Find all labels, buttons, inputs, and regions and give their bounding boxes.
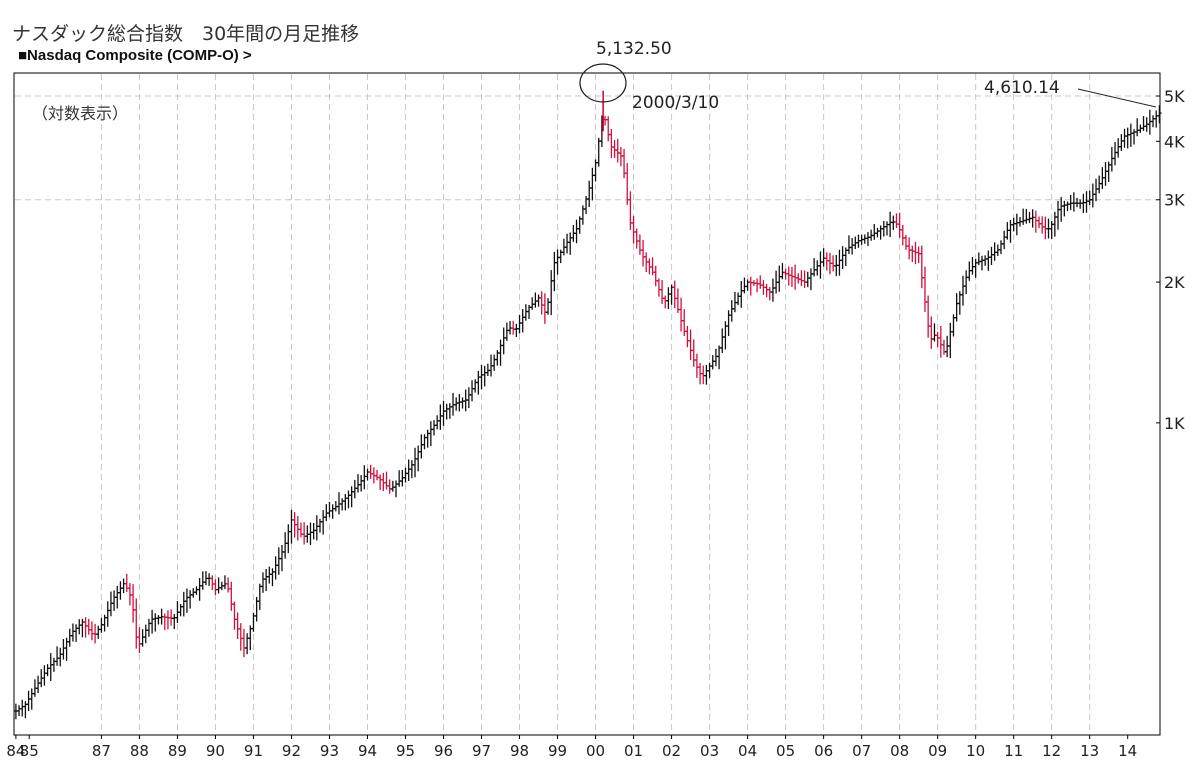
x-tick-label: 96: [434, 742, 453, 760]
y-axis: 1K 2K 3K 4K 5K: [1156, 87, 1185, 433]
peak-value-label: 5,132.50: [596, 39, 672, 59]
chart-subtitle[interactable]: ■Nasdaq Composite (COMP-O) >: [18, 47, 252, 64]
x-tick-label: 13: [1080, 742, 1099, 760]
x-tick-label: 12: [1042, 742, 1061, 760]
x-tick-label: 90: [206, 742, 225, 760]
x-tick-label: 97: [472, 742, 491, 760]
last-value-leader-line: [1077, 88, 1157, 108]
x-tick-label: 98: [510, 742, 529, 760]
last-value-label: 4,610.14: [984, 78, 1060, 98]
grid-layer: [15, 74, 1159, 734]
x-tick-label: 06: [814, 742, 833, 760]
x-tick-label: 99: [548, 742, 567, 760]
x-tick-label: 10: [966, 742, 985, 760]
x-tick-label: 92: [282, 742, 301, 760]
y-tick-label: 3K: [1164, 191, 1185, 210]
peak-marker-circle: [579, 63, 627, 103]
x-tick-label: 87: [92, 742, 111, 760]
x-tick-label: 00: [586, 742, 605, 760]
x-tick-label: 14: [1118, 742, 1137, 760]
y-tick-label: 1K: [1164, 414, 1185, 433]
x-tick-label: 94: [358, 742, 377, 760]
x-tick-label: 03: [700, 742, 719, 760]
x-tick-label: 89: [168, 742, 187, 760]
y-tick-label: 4K: [1164, 132, 1185, 151]
plot-frame: [13, 72, 1161, 736]
candle-layer: [13, 90, 1162, 720]
x-tick-label: 04: [738, 742, 757, 760]
x-tick-label: 95: [396, 742, 415, 760]
x-tick-label: 91: [244, 742, 263, 760]
x-tick-label: 11: [1004, 742, 1023, 760]
peak-date-label: 2000/3/10: [632, 93, 719, 113]
x-tick-label: 85: [20, 742, 39, 760]
x-tick-label: 08: [890, 742, 909, 760]
y-tick-label: 2K: [1164, 273, 1185, 292]
x-tick-label: 09: [928, 742, 947, 760]
page-title: ナスダック総合指数 30年間の月足推移: [12, 22, 360, 45]
x-tick-label: 84: [6, 742, 25, 760]
x-tick-label: 01: [624, 742, 643, 760]
x-tick-label: 05: [776, 742, 795, 760]
x-tick-label: 93: [320, 742, 339, 760]
x-tick-label: 88: [130, 742, 149, 760]
x-tick-label: 07: [852, 742, 871, 760]
x-tick-label: 02: [662, 742, 681, 760]
scale-note: （対数表示）: [32, 104, 128, 123]
y-tick-label: 5K: [1164, 87, 1185, 106]
